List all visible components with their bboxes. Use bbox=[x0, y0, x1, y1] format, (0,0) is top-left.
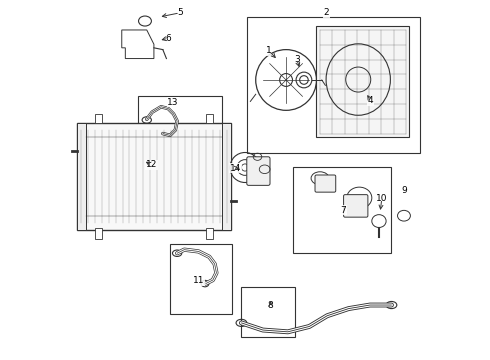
Text: 5: 5 bbox=[177, 8, 183, 17]
Text: 1: 1 bbox=[266, 46, 272, 55]
Text: 9: 9 bbox=[401, 185, 407, 194]
Text: 6: 6 bbox=[165, 34, 171, 43]
FancyBboxPatch shape bbox=[315, 175, 336, 192]
Text: 7: 7 bbox=[341, 206, 346, 215]
Polygon shape bbox=[122, 30, 154, 59]
Bar bbox=[170, 244, 232, 314]
Text: 11: 11 bbox=[193, 276, 204, 285]
Bar bbox=[95, 228, 102, 239]
Bar bbox=[293, 167, 392, 253]
Text: 2: 2 bbox=[323, 8, 329, 17]
Text: 13: 13 bbox=[167, 98, 178, 107]
Bar bbox=[77, 123, 231, 230]
Bar bbox=[222, 123, 231, 230]
Text: 10: 10 bbox=[376, 194, 388, 203]
Text: 14: 14 bbox=[230, 164, 242, 173]
Bar bbox=[317, 26, 409, 137]
Bar bbox=[242, 287, 295, 337]
Bar bbox=[95, 114, 102, 123]
Bar bbox=[206, 114, 213, 123]
FancyBboxPatch shape bbox=[247, 157, 270, 185]
Text: 8: 8 bbox=[268, 301, 273, 310]
FancyBboxPatch shape bbox=[343, 195, 368, 217]
Bar bbox=[77, 123, 86, 230]
Text: 12: 12 bbox=[146, 161, 157, 170]
Bar bbox=[138, 96, 222, 160]
Text: 4: 4 bbox=[368, 96, 373, 105]
Text: 3: 3 bbox=[294, 55, 300, 64]
Bar bbox=[206, 228, 213, 239]
Bar bbox=[247, 18, 420, 153]
